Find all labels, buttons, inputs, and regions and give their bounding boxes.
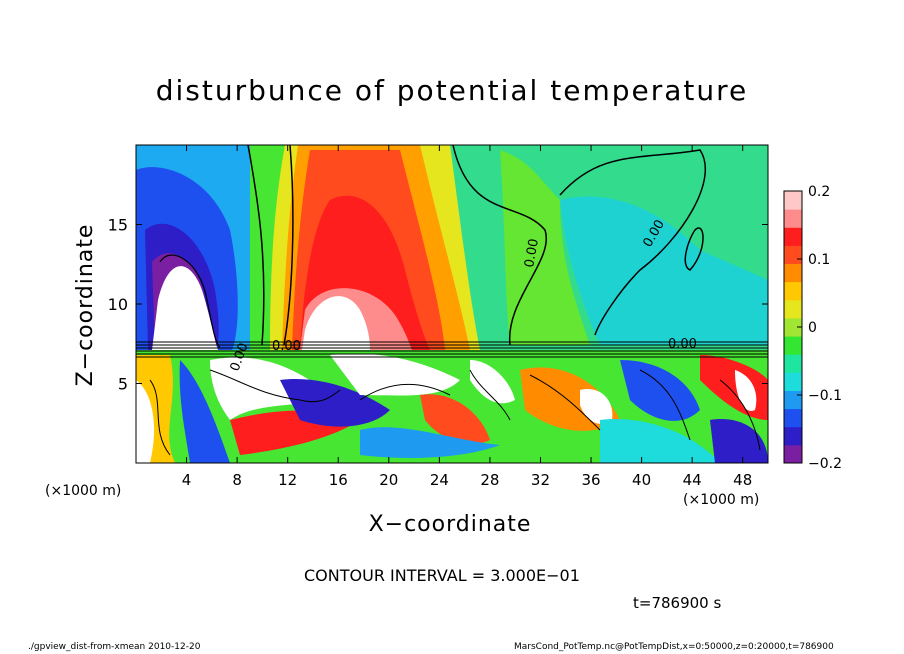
x-axis-label: X−coordinate [368,512,532,537]
lower-blue-2 [280,379,390,427]
colorbar-swatch [784,444,802,464]
colorbar-tick-label: −0.1 [808,388,842,404]
colorbar-swatch [784,408,802,428]
colorbar-swatch [784,317,802,337]
lower-cyan-1 [600,419,720,463]
x-unit-label-left: (×1000 m) [45,483,122,499]
x-tick-label: 28 [480,471,499,489]
contour-line-2 [283,145,294,346]
x-tick-label: 8 [232,471,242,489]
x-tick-label: 20 [379,471,398,489]
contour-line-5 [684,227,704,271]
lower-white-2 [210,357,330,420]
chart-title: disturbunce of potential temperature [155,74,749,107]
x-tick-label: 16 [329,471,348,489]
contour-interval-note: CONTOUR INTERVAL = 3.000E−01 [304,566,580,585]
x-tick-label: 4 [182,471,192,489]
left-white-cap [152,266,218,350]
contour-line-6 [159,254,221,349]
colorbar-tick-label: 0.1 [808,252,830,268]
contour-value-label: 0.00 [272,339,301,354]
colorbar-swatch [784,372,802,391]
colorbar-swatch [784,354,802,373]
colorbar-swatch [784,227,802,246]
y-axis: 5 10 15 [108,216,768,394]
colorbar-tick-label: 0.2 [808,184,830,200]
lower-contour-lines [149,369,761,456]
x-tick-label: 24 [430,471,449,489]
y-tick-label: 10 [108,295,128,314]
y-tick-label: 15 [108,216,128,235]
x-tick-label: 12 [278,471,297,489]
lower-white-4 [470,360,515,404]
colorbar-swatch [784,263,802,283]
colorbar-tick-label: 0 [808,320,817,336]
lower-red-2 [420,394,490,444]
colorbar-swatch [784,426,802,446]
x-unit-label-right: (×1000 m) [683,492,760,508]
y-tick-label: 5 [118,375,128,394]
colorbar-swatch [784,299,802,319]
right-cyan-zone [560,196,768,345]
contour-value-label: 0.00 [668,337,697,352]
colorbar-swatch [784,281,802,301]
footer-data-source: MarsCond_PotTemp.nc@PotTempDist,x=0:5000… [514,642,834,652]
contour-line-4 [559,149,706,336]
colorbar-tick-label: −0.2 [808,456,842,472]
x-tick-label: 44 [683,471,702,489]
lower-white-3 [330,353,460,396]
colorbar: 0.2 0.1 0 −0.1 −0.2 [783,184,842,472]
x-tick-label: 48 [733,471,752,489]
lower-white-1 [136,380,155,463]
footer-script-name: ./gpview_dist-from-xmean 2010-12-20 [28,642,201,652]
x-axis: 4 8 12 16 20 24 28 32 36 40 44 48 [182,145,752,489]
lower-blue-1 [179,360,230,463]
x-tick-label: 32 [531,471,550,489]
x-tick-label: 40 [632,471,651,489]
colorbar-swatch [784,390,802,410]
warm-plume-white [302,296,370,350]
lower-blue-4 [620,360,700,421]
contour-value-label: 0.00 [522,238,542,269]
lower-blue-3 [360,427,500,458]
contour-line-1 [247,145,265,346]
x-tick-label: 36 [581,471,600,489]
interface-contour-stack [136,341,768,358]
y-axis-label: Z−coordinate [73,224,98,387]
time-stamp: t=786900 s [633,594,722,612]
lower-white-5 [580,389,613,425]
contour-line-3 [452,145,548,346]
colorbar-swatch [784,209,802,228]
lower-blue-5 [710,419,768,463]
colorbar-swatch [784,191,802,210]
colorbar-swatch [784,336,802,355]
colorbar-swatch [784,245,802,265]
heatmap-plot-area [136,145,768,463]
